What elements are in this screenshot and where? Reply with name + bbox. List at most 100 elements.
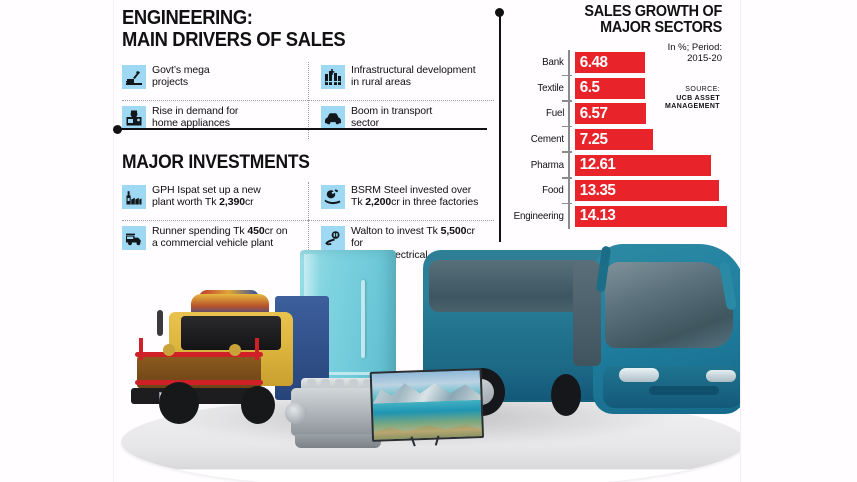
investment-line-2-amount: 2,200 bbox=[365, 196, 392, 209]
chart-category-label: Pharma bbox=[500, 160, 569, 171]
chart-bar-row: Engineering 14.13 bbox=[500, 202, 740, 230]
chart-bar: 12.61 bbox=[575, 154, 711, 176]
chart-bar-row: Pharma 12.61 bbox=[500, 151, 740, 178]
diesel-engine-photo bbox=[285, 376, 393, 454]
investment-line-2: a commercial vehicle plant bbox=[152, 237, 274, 250]
chart-subtitle-line-2: 2015-20 bbox=[687, 53, 722, 64]
investment-line-2-pre: Tk bbox=[351, 196, 366, 209]
chart-bar: 13.35 bbox=[575, 180, 719, 202]
car-icon bbox=[321, 106, 345, 130]
factory-icon bbox=[122, 185, 146, 209]
chart-title-line-2: MAJOR SECTORS bbox=[600, 19, 722, 36]
chart-category-axis bbox=[568, 50, 570, 229]
page-gutter-left bbox=[113, 0, 114, 482]
flat-screen-tv-photo bbox=[369, 367, 485, 450]
chart-bar-value: 6.48 bbox=[579, 53, 608, 71]
chart-bar-row: Textile 6.5 bbox=[500, 74, 740, 102]
chart-bar: 6.5 bbox=[575, 77, 645, 99]
driver-text-line-2: in rural areas bbox=[351, 76, 411, 89]
drivers-grid: Govt’s mega projects Infrastructural dev… bbox=[122, 60, 494, 141]
chart-bar-value: 6.5 bbox=[579, 79, 600, 97]
driver-text: Govt’s mega projects bbox=[152, 64, 210, 88]
section-divider-rule bbox=[113, 125, 487, 134]
chart-bar: 7.25 bbox=[575, 129, 653, 151]
chart-bar: 14.13 bbox=[575, 205, 727, 227]
sales-growth-chart: SALES GROWTH OF MAJOR SECTORS In %; Peri… bbox=[500, 0, 740, 245]
chart-category-label: Fuel bbox=[500, 108, 569, 119]
chart-axis-tick bbox=[562, 74, 572, 77]
driver-item-govt-mega-projects: Govt’s mega projects bbox=[122, 60, 308, 101]
investment-line-1-pre: Walton to invest Tk bbox=[351, 225, 441, 237]
investment-line-2-post: cr bbox=[244, 196, 254, 209]
driver-text-line-2: projects bbox=[152, 76, 188, 89]
investment-text: Runner spending Tk 450cr on a commercial… bbox=[152, 225, 288, 250]
investment-line-2-post: cr in three factories bbox=[391, 196, 479, 209]
investment-text: BSRM Steel invested over Tk 2,200cr in t… bbox=[351, 184, 478, 208]
chart-bar-value: 7.25 bbox=[579, 130, 608, 148]
investments-vertical-divider bbox=[308, 182, 309, 276]
chart-axis-tick bbox=[562, 176, 572, 179]
chart-source-name-line-2: MANAGEMENT bbox=[665, 103, 720, 111]
chart-axis-tick bbox=[562, 202, 572, 205]
chart-category-label: Food bbox=[500, 185, 569, 196]
chart-category-label-text: Fuel bbox=[545, 108, 564, 120]
driver-text: Boom in transport sector bbox=[351, 105, 432, 129]
driver-text: Infrastructural development in rural are… bbox=[351, 64, 476, 88]
chart-bar-rows: Bank 6.48 Textile 6.5 Fuel 6.57 Cement 7.25 Phar… bbox=[500, 50, 740, 229]
chart-category-label-text: Bank bbox=[542, 57, 564, 69]
delivery-truck-icon bbox=[122, 226, 146, 250]
column-divider bbox=[495, 8, 505, 242]
chart-category-label-text: Engineering bbox=[513, 210, 564, 222]
coach-bus-photo bbox=[423, 240, 740, 440]
rule-bullet-dot bbox=[113, 125, 122, 134]
chart-bar: 6.57 bbox=[575, 103, 646, 125]
investment-line-1: BSRM Steel invested over bbox=[351, 184, 472, 196]
headline-line-1: ENGINEERING: bbox=[122, 7, 253, 29]
chart-bar-row: Cement 7.25 bbox=[500, 125, 740, 153]
section-title-major-investments: MAJOR INVESTMENTS bbox=[122, 152, 310, 173]
rule-line bbox=[118, 128, 487, 131]
investment-item-runner: Runner spending Tk 450cr on a commercial… bbox=[122, 221, 308, 278]
chart-subtitle: In %; Period: 2015-20 bbox=[572, 42, 722, 64]
investment-line-1-amount: 450 bbox=[247, 225, 265, 237]
chart-bar-value: 6.57 bbox=[579, 104, 608, 122]
washing-machine-icon bbox=[122, 106, 146, 130]
chart-category-label-text: Textile bbox=[537, 82, 565, 94]
chart-bar-row: Food 13.35 bbox=[500, 176, 740, 204]
steel-ladle-icon bbox=[321, 185, 345, 209]
page-title: ENGINEERING: MAIN DRIVERS OF SALES bbox=[122, 0, 464, 50]
chart-source-label: SOURCE: bbox=[685, 86, 720, 93]
chart-bar-value: 12.61 bbox=[579, 156, 616, 174]
investment-line-1-pre: Runner spending Tk bbox=[152, 225, 248, 237]
investment-line-2-pre: plant worth Tk bbox=[152, 196, 220, 209]
chart-category-label-text: Pharma bbox=[530, 159, 564, 171]
driver-text-line-1: Rise in demand for bbox=[152, 105, 239, 117]
chart-category-label: Engineering bbox=[500, 211, 569, 222]
chart-axis-tick bbox=[562, 100, 572, 102]
chart-source: SOURCE: UCB ASSET MANAGEMENT bbox=[580, 86, 720, 112]
chart-bar-row: Bank 6.48 bbox=[500, 50, 740, 76]
investment-line-1-post: cr for bbox=[351, 225, 475, 250]
vintage-truck-photo bbox=[129, 288, 329, 438]
chart-source-name-line-1: UCB ASSET bbox=[676, 94, 720, 102]
driver-item-home-appliances: Rise in demand for home appliances bbox=[122, 101, 308, 141]
city-buildings-icon bbox=[321, 65, 345, 89]
chart-subtitle-line-1: In %; Period: bbox=[667, 42, 722, 53]
chart-title-line-1: SALES GROWTH OF bbox=[584, 3, 722, 20]
column-divider-line bbox=[499, 12, 502, 242]
investment-item-bsrm-steel: BSRM Steel invested over Tk 2,200cr in t… bbox=[308, 180, 494, 221]
chart-bar: 6.48 bbox=[575, 52, 645, 74]
chart-category-label: Bank bbox=[500, 57, 569, 68]
investment-line-2-amount: 2,390 bbox=[219, 196, 245, 209]
headline-line-2: MAIN DRIVERS OF SALES bbox=[122, 29, 346, 51]
investment-item-gph-ispat: GPH Ispat set up a new plant worth Tk 2,… bbox=[122, 180, 308, 221]
chart-category-label: Cement bbox=[500, 134, 569, 145]
driver-text-line-1: Govt’s mega bbox=[152, 64, 210, 76]
electric-plug-icon bbox=[321, 226, 345, 250]
driver-item-transport-sector: Boom in transport sector bbox=[308, 101, 494, 141]
page-gutter-right bbox=[740, 0, 741, 482]
investment-line-1-post: cr on bbox=[264, 225, 288, 237]
product-montage-image bbox=[113, 236, 740, 482]
investment-line-1-amount: 5,500 bbox=[440, 225, 467, 237]
